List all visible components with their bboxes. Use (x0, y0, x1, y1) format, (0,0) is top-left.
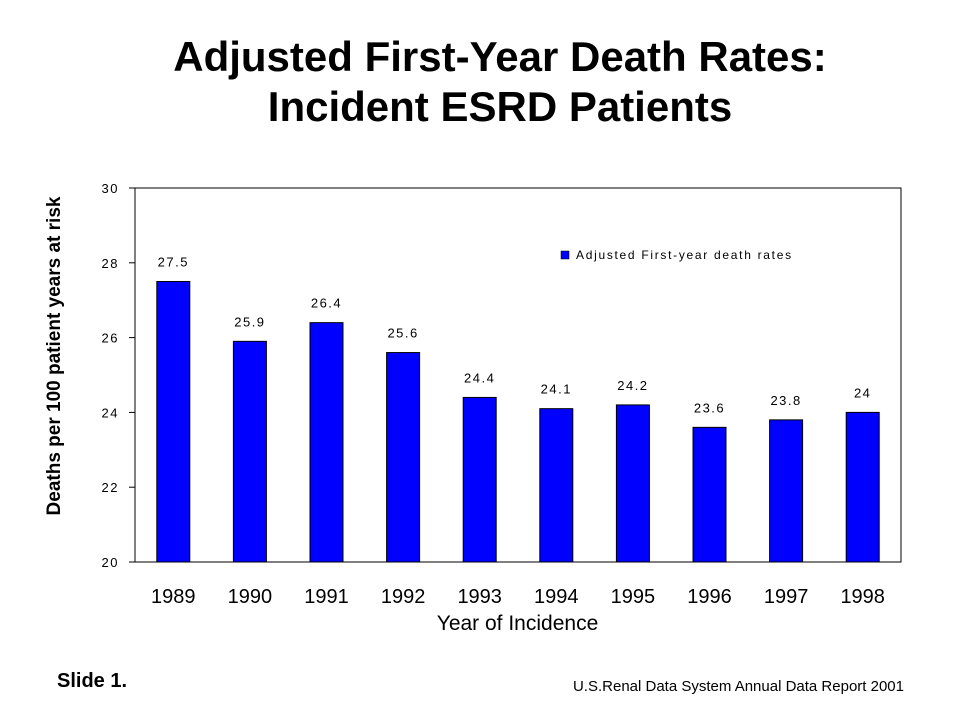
source-citation: U.S.Renal Data System Annual Data Report… (572, 678, 904, 695)
y-tick-label: 30 (102, 181, 119, 196)
data-label: 24 (854, 385, 871, 400)
data-label: 26.4 (311, 296, 342, 311)
bar (539, 408, 574, 563)
x-tick-label: 1994 (534, 586, 579, 608)
bar (386, 352, 421, 563)
data-label: 23.8 (770, 393, 801, 408)
data-label: 24.1 (541, 382, 572, 397)
y-tick-label: 28 (102, 256, 119, 271)
x-tick-label: 1992 (381, 586, 426, 608)
data-label: 24.2 (617, 378, 648, 393)
bar (769, 419, 804, 563)
x-axis-label: Year of Incidence (436, 612, 599, 635)
x-tick-label: 1991 (304, 586, 349, 608)
plot-area-frame (134, 187, 902, 563)
bar (462, 396, 497, 563)
x-tick-label: 1998 (840, 586, 885, 608)
x-tick-label: 1993 (457, 586, 502, 608)
x-tick-label: 1996 (687, 586, 732, 608)
bar (615, 404, 650, 563)
bar (692, 426, 727, 563)
chart-title-line-2: Incident ESRD Patients (267, 83, 733, 130)
bar (232, 340, 267, 563)
data-label: 25.9 (234, 314, 265, 329)
y-tick-label: 24 (102, 405, 119, 420)
x-tick-label: 1995 (611, 586, 656, 608)
legend-entry: Adjusted First-year death rates (576, 248, 793, 262)
bar (845, 411, 880, 563)
chart-title-line-1: Adjusted First-Year Death Rates: (173, 33, 827, 80)
bar (309, 322, 344, 563)
x-tick-label: 1990 (228, 586, 273, 608)
y-tick-label: 22 (102, 480, 119, 495)
data-label: 25.6 (387, 326, 418, 341)
data-label: 27.5 (158, 255, 189, 270)
slide-number: Slide 1. (57, 670, 128, 692)
y-tick-label: 20 (102, 555, 119, 570)
x-tick-label: 1989 (151, 586, 196, 608)
chart-title: Adjusted First-Year Death Rates: Inciden… (60, 32, 940, 132)
legend-swatch (560, 250, 570, 260)
x-tick-label: 1997 (764, 586, 809, 608)
y-tick-label: 26 (102, 331, 119, 346)
bar (156, 281, 191, 563)
data-label: 24.4 (464, 370, 495, 385)
data-label: 23.6 (694, 400, 725, 415)
